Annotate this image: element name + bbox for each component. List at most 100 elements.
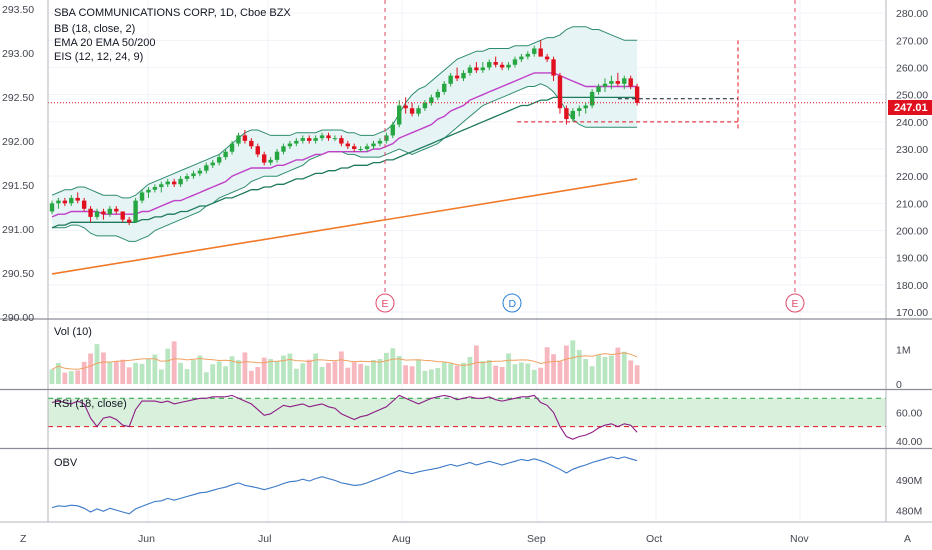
candle-body	[75, 197, 80, 201]
volume-bar	[152, 354, 158, 384]
candle-body	[165, 181, 170, 185]
volume-bar	[396, 355, 402, 384]
volume-bar	[512, 364, 518, 384]
volume-bar	[236, 360, 241, 384]
volume-bar	[538, 367, 544, 384]
right-axis-tick: 250.00	[896, 90, 928, 102]
event-label: E	[382, 298, 389, 310]
candle-body	[197, 170, 203, 174]
volume-bar	[557, 361, 563, 384]
volume-bar	[461, 362, 466, 384]
rsi-band	[48, 398, 886, 427]
candle	[364, 143, 370, 152]
candle-body	[622, 78, 627, 84]
candle-body	[583, 105, 588, 109]
volume-bar	[101, 352, 106, 384]
candle	[191, 170, 196, 179]
obv-axis-tick: 490M	[896, 475, 922, 487]
candle-body	[512, 59, 518, 65]
legend-eis: EIS (12, 12, 24, 9)	[54, 51, 143, 63]
obv-pane[interactable]	[51, 456, 638, 515]
candle-body	[159, 184, 164, 188]
candle	[313, 135, 318, 144]
candle	[397, 100, 402, 128]
candle	[339, 135, 344, 147]
volume-bar	[531, 369, 537, 384]
candle-body	[602, 83, 608, 87]
candle	[268, 157, 273, 166]
event-marker-d: D	[502, 293, 522, 313]
auto-scale-button[interactable]: A	[904, 533, 911, 545]
candle	[101, 208, 106, 220]
volume-bar	[499, 367, 505, 384]
candle	[557, 72, 563, 114]
candle	[146, 187, 151, 198]
candle-body	[589, 91, 595, 106]
candle-body	[390, 124, 395, 136]
volume-bar	[229, 356, 235, 384]
candle-body	[467, 67, 473, 73]
volume-bar	[171, 341, 177, 384]
candle-body	[49, 203, 55, 212]
candle	[332, 135, 338, 141]
candle	[178, 176, 183, 188]
candle	[56, 197, 61, 209]
candle-body	[538, 48, 543, 57]
volume-bar	[313, 353, 319, 384]
candle	[377, 138, 383, 147]
right-axis-tick: 240.00	[896, 117, 928, 129]
candle-body	[81, 200, 87, 209]
volume-bar	[248, 370, 254, 384]
volume-bar	[615, 347, 621, 384]
candle-body	[255, 146, 260, 155]
x-axis-tick: Jun	[138, 533, 155, 545]
left-axis-tick: 292.50	[2, 92, 34, 104]
candle	[133, 197, 138, 223]
candle-body	[287, 143, 293, 147]
candle	[165, 178, 170, 188]
volume-bar	[191, 360, 196, 384]
volume-bar	[49, 369, 55, 384]
volume-bar	[113, 361, 119, 384]
candle-body	[332, 138, 338, 140]
candle	[422, 100, 428, 111]
candle	[371, 140, 376, 149]
volume-pane[interactable]	[49, 340, 640, 384]
candle	[467, 64, 473, 76]
candle-body	[609, 81, 614, 84]
candle	[62, 197, 68, 207]
candle-body	[133, 200, 138, 223]
left-axis-tick: 291.50	[2, 180, 34, 192]
candle	[358, 146, 363, 152]
right-axis-tick: 280.00	[896, 8, 928, 20]
candle-body	[442, 83, 447, 92]
volume-bar	[551, 354, 556, 384]
rsi-pane[interactable]	[48, 394, 886, 440]
candle-body	[114, 208, 119, 212]
volume-bar	[146, 359, 151, 384]
candle	[261, 151, 267, 166]
current-price-tag	[888, 100, 932, 115]
candle	[480, 62, 486, 73]
candle	[345, 140, 350, 149]
candle	[184, 173, 190, 182]
candle	[409, 102, 415, 117]
volume-bar	[326, 362, 331, 384]
volume-bar	[435, 368, 441, 384]
candle	[81, 197, 87, 212]
volume-bar	[216, 361, 222, 384]
volume-bar	[281, 355, 286, 384]
volume-bar	[107, 362, 113, 384]
candle	[487, 59, 492, 71]
timezone-button[interactable]: Z	[20, 533, 27, 545]
volume-bar	[319, 367, 325, 384]
candle	[171, 178, 177, 188]
x-axis-tick: Jul	[258, 533, 271, 545]
volume-ma-line	[51, 352, 638, 370]
volume-bar	[165, 348, 171, 384]
event-circle	[785, 293, 805, 313]
event-label: D	[509, 298, 517, 310]
event-marker-e: E	[375, 0, 395, 313]
